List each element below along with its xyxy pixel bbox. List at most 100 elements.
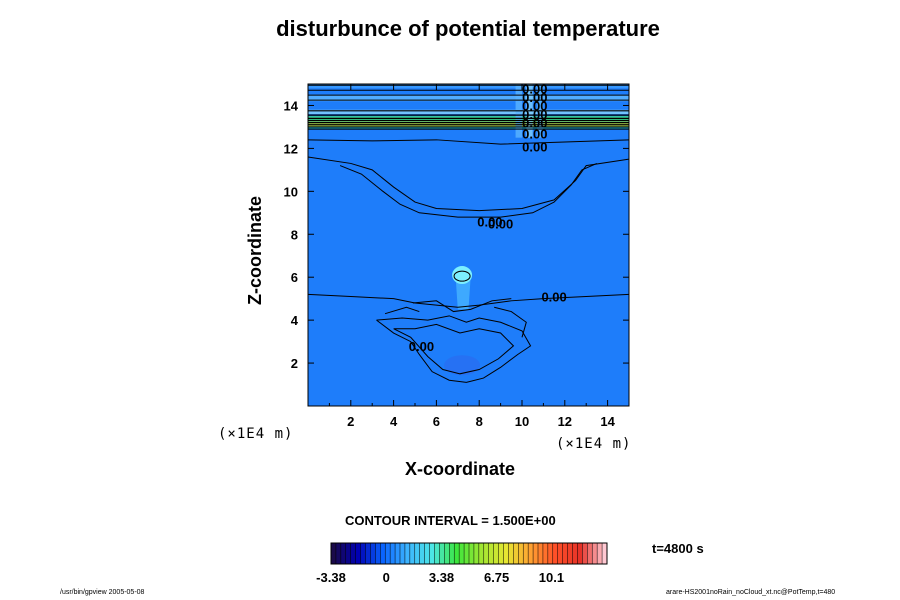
contour-label: 0.00 bbox=[522, 139, 547, 154]
heatmap-field bbox=[308, 84, 629, 406]
colorbar-swatch bbox=[528, 543, 534, 564]
y-tick-label: 10 bbox=[284, 184, 298, 199]
colorbar-swatch bbox=[424, 543, 430, 564]
x-tick-label: 4 bbox=[390, 414, 398, 429]
field-plume bbox=[455, 277, 471, 310]
contour-interval-label: CONTOUR INTERVAL = 1.500E+00 bbox=[345, 513, 556, 528]
colorbar-swatch bbox=[340, 543, 347, 564]
x-axis-title: X-coordinate bbox=[405, 459, 516, 479]
contour-line bbox=[307, 293, 630, 308]
colorbar-swatch bbox=[454, 543, 460, 564]
colorbar-swatch bbox=[409, 543, 416, 564]
contour-label: 0.00 bbox=[522, 116, 547, 131]
contour-line bbox=[494, 306, 527, 338]
colorbar-swatch bbox=[464, 543, 470, 564]
field-band bbox=[308, 109, 629, 115]
contour-line bbox=[393, 323, 515, 375]
field-band bbox=[308, 126, 629, 130]
colorbar-swatch bbox=[602, 543, 608, 564]
contour-label: 0.00 bbox=[488, 217, 513, 232]
contour-line bbox=[384, 306, 420, 315]
x-axis-unit: (×1E4 m) bbox=[556, 436, 632, 452]
colorbar-swatch bbox=[503, 543, 509, 564]
contour-lines bbox=[307, 84, 630, 383]
y-tick-label: 12 bbox=[284, 141, 298, 156]
x-tick-label: 12 bbox=[558, 414, 572, 429]
colorbar-swatch bbox=[538, 543, 544, 564]
colorbar-swatch bbox=[597, 543, 603, 564]
colorbar-swatch bbox=[493, 543, 499, 564]
colorbar-swatch bbox=[582, 543, 588, 564]
colorbar-swatch bbox=[375, 543, 381, 564]
contour-label: 0.00 bbox=[522, 90, 547, 105]
contour-label: 0.00 bbox=[541, 290, 566, 305]
contour-line bbox=[307, 156, 630, 212]
colorbar-swatch bbox=[335, 543, 342, 564]
colorbar-swatch bbox=[429, 543, 435, 564]
colorbar-swatch bbox=[350, 543, 357, 564]
colorbar-swatch bbox=[508, 543, 514, 564]
y-tick-label: 14 bbox=[284, 98, 299, 113]
x-tick-label: 10 bbox=[515, 414, 529, 429]
contour-line bbox=[453, 270, 471, 282]
y-axis: 2 4 6 8 10 12 14 bbox=[284, 98, 629, 371]
field-band bbox=[308, 84, 629, 89]
chart-title: disturbunce of potential temperature bbox=[276, 16, 660, 41]
colorbar-swatch bbox=[469, 543, 475, 564]
colorbar-tick-label: 10.1 bbox=[538, 570, 565, 585]
y-axis-unit: (×1E4 m) bbox=[218, 426, 294, 442]
colorbar-swatch bbox=[404, 543, 411, 564]
field-background bbox=[308, 84, 629, 406]
y-tick-label: 8 bbox=[291, 227, 298, 242]
colorbar-swatch bbox=[518, 543, 524, 564]
colorbar-swatch bbox=[385, 543, 391, 564]
contour-line bbox=[376, 315, 532, 383]
colorbar-swatch bbox=[577, 543, 583, 564]
colorbar bbox=[330, 542, 608, 565]
colorbar-swatch bbox=[513, 543, 519, 564]
plot-frame bbox=[307, 83, 630, 407]
x-tick-label: 2 bbox=[347, 414, 354, 429]
colorbar-swatch bbox=[355, 543, 361, 564]
colorbar-swatch bbox=[439, 543, 445, 564]
colorbar-swatch bbox=[567, 543, 573, 564]
colorbar-swatch bbox=[434, 543, 440, 564]
y-axis-title: Z-coordinate bbox=[245, 195, 265, 305]
colorbar-swatch bbox=[360, 543, 366, 564]
colorbar-tick-label: 6.75 bbox=[483, 570, 510, 585]
colorbar-swatch bbox=[395, 543, 401, 564]
colorbar-swatch bbox=[557, 543, 564, 564]
colorbar-swatch bbox=[587, 543, 593, 564]
colorbar-swatch bbox=[572, 543, 578, 564]
colorbar-frame bbox=[330, 542, 608, 565]
contour-label: 0.00 bbox=[522, 126, 547, 141]
colorbar-swatch bbox=[473, 543, 480, 564]
colorbar-swatch bbox=[498, 543, 504, 564]
colorbar-tick-label: 3.38 bbox=[428, 570, 455, 585]
colorbar-swatch bbox=[547, 543, 554, 564]
colorbar-swatch bbox=[345, 543, 352, 564]
contour-label: 0.00 bbox=[522, 81, 547, 96]
colorbar-tick-label: 0 bbox=[382, 570, 390, 585]
x-tick-label: 6 bbox=[433, 414, 440, 429]
colorbar-swatch bbox=[592, 543, 598, 564]
colorbar-swatch bbox=[400, 543, 406, 564]
contour-line bbox=[307, 139, 630, 145]
colorbar-swatch bbox=[488, 543, 495, 564]
colorbar-swatch bbox=[331, 543, 337, 564]
colorbar-swatch bbox=[414, 543, 421, 564]
time-label: t=4800 s bbox=[652, 541, 704, 556]
contour-line bbox=[412, 298, 512, 313]
field-band bbox=[308, 94, 629, 102]
colorbar-swatch bbox=[562, 543, 568, 564]
colorbar-swatch bbox=[380, 543, 386, 564]
footer-command: /usr/bin/gpview 2005-05-08 bbox=[60, 589, 145, 596]
y-tick-label: 4 bbox=[291, 313, 299, 328]
contour-label: 0.00 bbox=[522, 98, 547, 113]
contour-label: 0.00 bbox=[409, 339, 434, 354]
y-tick-label: 6 bbox=[291, 270, 298, 285]
colorbar-swatch bbox=[390, 543, 396, 564]
footer-source: arare-HS2001noRain_noCloud_xt.nc@PotTemp… bbox=[666, 589, 836, 596]
colorbar-swatch bbox=[552, 543, 559, 564]
